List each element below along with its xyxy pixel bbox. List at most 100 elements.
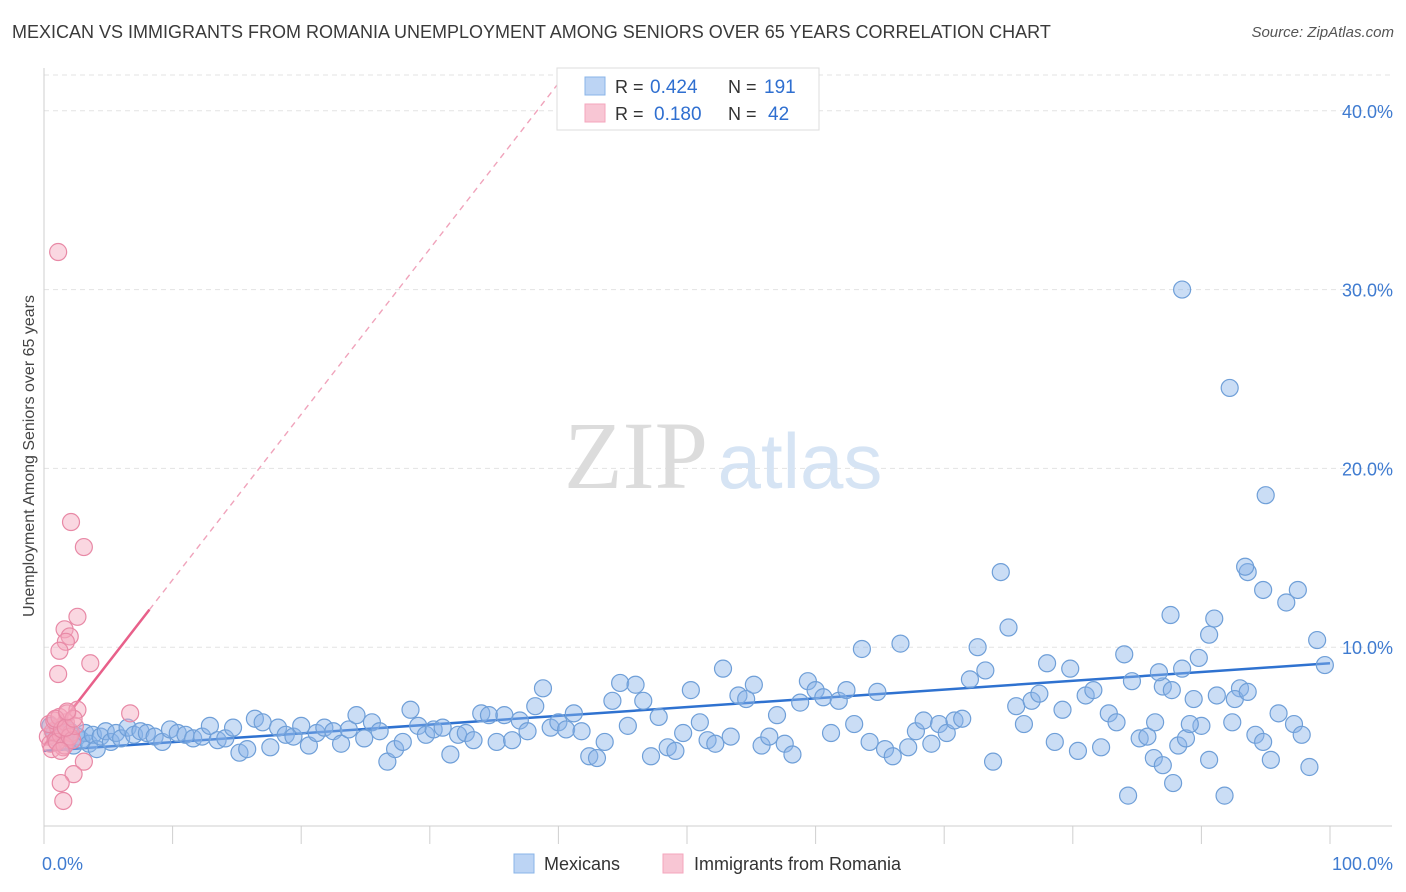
- series-0-point-159: [1200, 625, 1219, 644]
- series-0-point-114: [852, 639, 871, 659]
- series-0-point-177: [1256, 486, 1275, 505]
- series-0-point-63: [456, 723, 475, 743]
- series-0-point-42: [292, 716, 311, 735]
- legend-swatch-mexicans: [513, 853, 535, 874]
- stats-n-label-romania: N =: [728, 104, 757, 124]
- series-0-point-66: [479, 706, 499, 725]
- series-0-point-144: [1084, 681, 1103, 700]
- series-0-point-99: [737, 689, 756, 709]
- trend-line-series-1: [43, 608, 151, 747]
- stats-r-label-mexicans: R =: [615, 77, 644, 97]
- series-0-point-142: [1068, 741, 1088, 761]
- stats-legend: R = 0.424 N = 191 R = 0.180 N = 42: [556, 67, 820, 131]
- series-1-point-40: [51, 773, 70, 793]
- series-0-point-132: [991, 562, 1010, 582]
- series-0-point-81: [595, 732, 614, 752]
- chart-source: Source: ZipAtlas.com: [1251, 24, 1394, 41]
- series-0-point-171: [1292, 725, 1311, 744]
- series-0-point-68: [495, 706, 514, 725]
- series-0-point-190: [1200, 750, 1219, 769]
- series-0-point-76: [557, 720, 576, 739]
- series-0-point-167: [1261, 750, 1280, 769]
- series-0-point-110: [821, 723, 841, 743]
- series-0-point-91: [674, 723, 693, 743]
- series-0-point-160: [1207, 686, 1226, 705]
- series-0-point-174: [1315, 655, 1334, 675]
- x-tick-label-0: 0.0%: [42, 854, 83, 874]
- series-1-point-36: [64, 709, 83, 728]
- legend-swatch-romania: [662, 853, 684, 874]
- watermark-atlas: atlas: [718, 417, 883, 505]
- stats-n-value-mexicans: 191: [764, 77, 796, 98]
- series-0-point-93: [690, 713, 709, 732]
- series-0-point-56: [401, 700, 420, 719]
- stats-n-value-romania: 42: [768, 104, 789, 125]
- series-0-point-179: [1254, 580, 1273, 600]
- series-0-point-118: [883, 747, 902, 766]
- series-0-point-145: [1091, 738, 1111, 757]
- watermark-zip: ZIP: [564, 402, 708, 509]
- stats-swatch-romania: [584, 103, 606, 123]
- series-0-point-153: [1153, 677, 1172, 696]
- series-0-point-35: [238, 740, 257, 759]
- series-0-point-130: [976, 661, 995, 680]
- series-0-point-168: [1269, 704, 1288, 723]
- series-1-point-21: [46, 709, 65, 728]
- series-0-point-137: [1030, 684, 1049, 703]
- series-0-point-102: [760, 727, 779, 746]
- series-0-point-181: [1205, 609, 1224, 628]
- gridlines: [44, 74, 1392, 648]
- legend-label-romania: Immigrants from Romania: [694, 854, 902, 874]
- series-0-point-183: [1173, 659, 1192, 678]
- y-tick-label-0: 10.0%: [1342, 638, 1393, 658]
- y-tick-label-1: 20.0%: [1342, 459, 1393, 479]
- series-0-point-21: [131, 722, 150, 741]
- series-0-point-108: [806, 681, 825, 700]
- series-0-point-52: [370, 722, 389, 741]
- series-0-point-88: [649, 707, 668, 727]
- series-0-point-95: [706, 734, 725, 753]
- series-0-point-28: [184, 729, 203, 748]
- y-tick-label-3: 40.0%: [1342, 102, 1393, 122]
- series-1-point-37: [58, 702, 77, 721]
- series-0-point-90: [666, 741, 685, 761]
- series-0-point-96: [713, 659, 733, 678]
- series-0-point-67: [487, 732, 506, 752]
- series-0-point-84: [618, 716, 637, 735]
- series-0-point-182: [1189, 648, 1208, 668]
- series-0-point-172: [1300, 757, 1319, 777]
- stats-r-value-romania: 0.180: [654, 104, 702, 125]
- series-0-point-61: [441, 745, 460, 764]
- series-0-point-30: [200, 716, 219, 735]
- series-0-point-120: [899, 738, 918, 757]
- series-0-point-105: [783, 745, 802, 764]
- series-0-point-122: [914, 711, 933, 730]
- y-tick-label-2: 30.0%: [1342, 281, 1393, 301]
- series-1-point-34: [49, 664, 68, 684]
- series-0-point-138: [1037, 654, 1057, 673]
- series-0-point-54: [385, 740, 405, 759]
- stats-r-value-mexicans: 0.424: [650, 77, 698, 98]
- series-0-point-113: [845, 714, 864, 734]
- series-0-point-127: [953, 709, 972, 728]
- series-0-point-154: [1161, 605, 1180, 625]
- trend-line-series-0: [43, 662, 1331, 753]
- series-0-point-155: [1169, 736, 1188, 755]
- series-0-point-16: [101, 732, 120, 752]
- series-0-point-133: [999, 618, 1018, 637]
- chart-title: MEXICAN VS IMMIGRANTS FROM ROMANIA UNEMP…: [12, 22, 1051, 42]
- series-0-point-139: [1045, 732, 1064, 752]
- series-0-point-156: [1176, 729, 1196, 748]
- series-1-point-25: [49, 242, 68, 262]
- series-0-point-85: [626, 675, 645, 694]
- series-legend: Mexicans Immigrants from Romania: [513, 853, 902, 874]
- series-0-point-192: [1238, 682, 1257, 701]
- series-1-point-28: [68, 607, 87, 626]
- series-1-point-26: [61, 512, 81, 532]
- series-0-point-14: [91, 727, 110, 746]
- series-0-point-33: [223, 718, 243, 737]
- series-0-point-173: [1308, 630, 1327, 650]
- watermark: ZIP atlas: [564, 402, 882, 509]
- series-0-point-141: [1061, 659, 1080, 678]
